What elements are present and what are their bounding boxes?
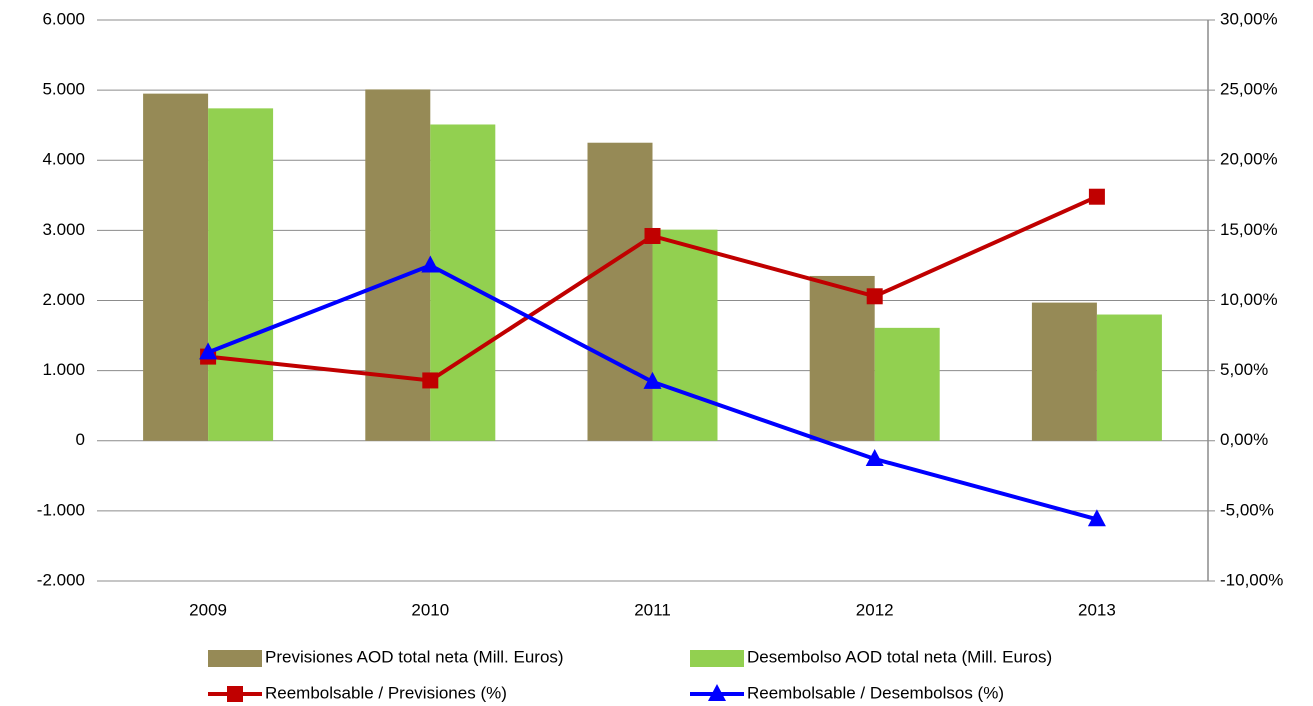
bar [1096,314,1162,441]
bar [365,89,431,441]
y2-tick-label: 10,00% [1220,290,1278,309]
marker [422,372,439,389]
y-tick-label: -2.000 [37,570,85,589]
y-tick-label: 1.000 [42,360,85,379]
x-tick-label: 2009 [189,600,227,619]
y2-tick-label: 25,00% [1220,80,1278,99]
x-tick-label: 2010 [411,600,449,619]
bar [1031,302,1097,441]
bar [874,327,940,441]
y-tick-label: -1.000 [37,500,85,519]
y2-tick-label: 20,00% [1220,150,1278,169]
bar [809,275,875,441]
marker [199,342,218,360]
marker [866,288,883,305]
y-tick-label: 5.000 [42,80,85,99]
legend-marker [708,684,726,701]
y-tick-label: 6.000 [42,9,85,28]
x-tick-label: 2011 [634,600,671,619]
x-tick-label: 2012 [856,600,894,619]
bar [652,229,718,441]
bar [208,108,274,441]
y-tick-label: 3.000 [42,220,85,239]
legend-swatch [690,650,744,667]
marker [643,371,662,389]
legend-label: Desembolso AOD total neta (Mill. Euros) [747,647,1052,666]
legend-marker [227,686,243,702]
legend-label: Previsiones AOD total neta (Mill. Euros) [265,647,564,666]
y-tick-label: 4.000 [42,150,85,169]
marker [421,255,440,273]
bar [143,93,209,441]
legend-label: Reembolsable / Previsiones (%) [265,683,507,702]
marker [644,227,661,244]
y2-tick-label: -10,00% [1220,570,1283,589]
legend-swatch [208,650,262,667]
y2-tick-label: 30,00% [1220,9,1278,28]
marker [865,448,884,466]
y2-tick-label: 0,00% [1220,430,1268,449]
y2-tick-label: 15,00% [1220,220,1278,239]
y2-tick-label: 5,00% [1220,360,1268,379]
y2-tick-label: -5,00% [1220,500,1274,519]
x-tick-label: 2013 [1078,600,1116,619]
y-tick-label: 0 [76,430,85,449]
marker [1087,509,1106,527]
y-tick-label: 2.000 [42,290,85,309]
marker [1088,188,1105,205]
bar [587,142,653,441]
legend-label: Reembolsable / Desembolsos (%) [747,683,1004,702]
